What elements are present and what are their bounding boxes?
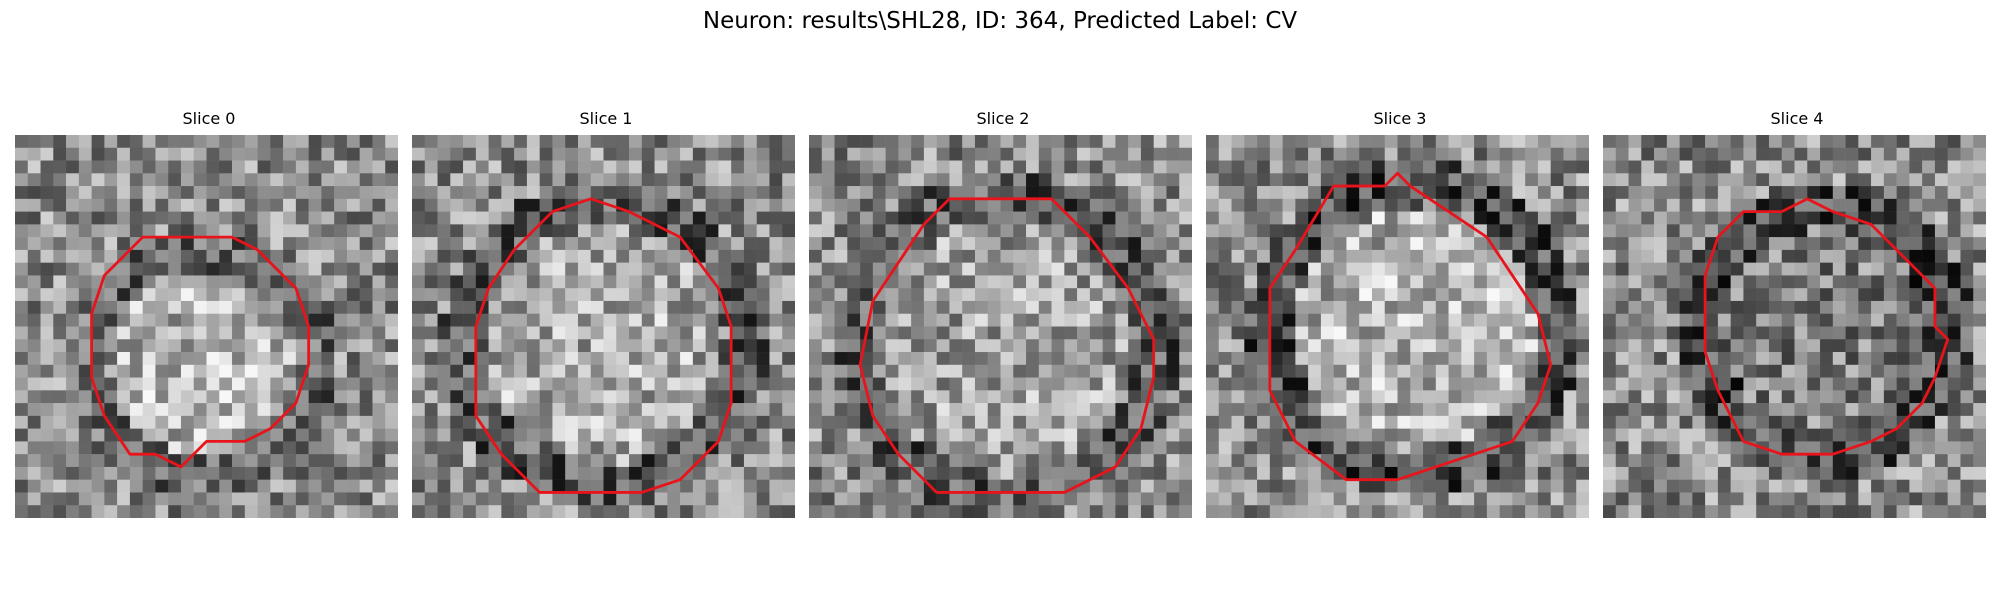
slice-image-1	[412, 135, 795, 518]
roi-contour	[90, 235, 311, 469]
roi-contour	[1268, 171, 1553, 482]
pixel-grid	[809, 135, 1192, 518]
slice-panel-3: Slice 3	[1206, 107, 1594, 518]
slice-title-0: Slice 0	[182, 109, 236, 128]
pixel-grid	[412, 135, 795, 518]
slice-panel-2: Slice 2	[809, 107, 1197, 518]
slice-title-2: Slice 2	[976, 109, 1030, 128]
slice-title-4: Slice 4	[1770, 109, 1824, 128]
pixel-grid	[1603, 135, 1986, 518]
roi-contour	[474, 197, 733, 494]
slice-panel-0: Slice 0	[15, 107, 403, 518]
pixel-grid	[15, 135, 398, 518]
slice-image-0	[15, 135, 398, 518]
roi-contour	[1703, 197, 1950, 456]
slice-image-2	[809, 135, 1192, 518]
slice-image-4	[1603, 135, 1986, 518]
slice-title-3: Slice 3	[1373, 109, 1427, 128]
slice-panel-1: Slice 1	[412, 107, 800, 518]
slice-panel-4: Slice 4	[1603, 107, 1991, 518]
slice-image-3	[1206, 135, 1589, 518]
pixel-grid	[1206, 135, 1589, 518]
roi-contour	[858, 197, 1156, 494]
figure-title: Neuron: results\SHL28, ID: 364, Predicte…	[702, 8, 1298, 34]
slice-title-1: Slice 1	[579, 109, 633, 128]
